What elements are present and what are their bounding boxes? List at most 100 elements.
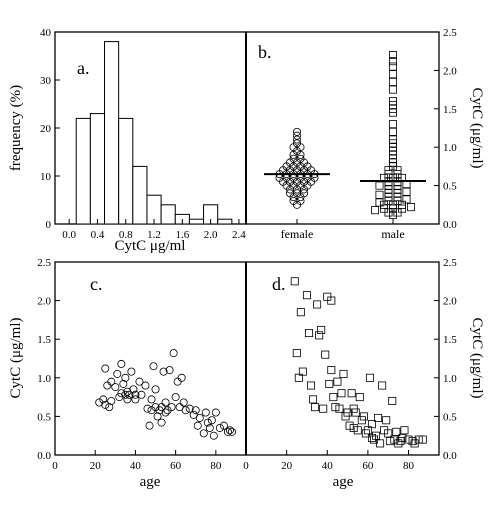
scatter-point xyxy=(290,277,299,286)
x-tick-label: 0 xyxy=(52,460,58,472)
scatter-point xyxy=(135,377,144,386)
male-point xyxy=(388,62,397,71)
scatter-point xyxy=(418,435,427,444)
scatter-point xyxy=(317,325,326,334)
male-point xyxy=(388,120,397,129)
scatter-point xyxy=(219,421,228,430)
scatter-point xyxy=(345,421,354,430)
y-tick-label: 0.0 xyxy=(443,219,457,231)
histogram-bar xyxy=(160,204,176,225)
y-tick-label: 1.0 xyxy=(443,373,457,385)
panel-b-y-axis-title: CytC (μg/ml) xyxy=(469,88,485,169)
x-tick-label: 0.4 xyxy=(91,229,105,241)
y-tick-label: 2.0 xyxy=(443,296,457,308)
scatter-point xyxy=(147,406,156,415)
female-point xyxy=(292,127,301,136)
scatter-point xyxy=(179,398,188,407)
histogram-bar xyxy=(217,218,233,225)
x-tick-label: 0 xyxy=(243,460,249,472)
scatter-point xyxy=(380,426,389,435)
female-point xyxy=(296,154,305,163)
scatter-point xyxy=(105,403,114,412)
y-tick-label: 30 xyxy=(40,75,52,87)
y-tick-label: 20 xyxy=(40,123,52,135)
scatter-point xyxy=(382,416,391,425)
scatter-point xyxy=(333,377,342,386)
male-point xyxy=(388,77,397,86)
y-tick-label: 2.5 xyxy=(443,27,457,39)
x-tick-label: 20 xyxy=(281,460,293,472)
male-point xyxy=(406,203,415,212)
male-point xyxy=(388,85,397,94)
x-tick-label: 0.0 xyxy=(62,229,76,241)
panel-c-plot: 0 20 40 60 80 0.0 0.5 1.0 1.5 2.0 2.5 xyxy=(37,257,236,472)
scatter-point xyxy=(143,404,152,413)
y-tick-label: 0.5 xyxy=(443,181,457,193)
scatter-point xyxy=(131,390,140,399)
scatter-point xyxy=(298,367,307,376)
scatter-point xyxy=(227,427,236,436)
scatter-point xyxy=(353,426,362,435)
histogram-bar xyxy=(118,117,134,225)
scatter-point xyxy=(384,429,393,438)
scatter-point xyxy=(153,412,162,421)
y-tick-label: 10 xyxy=(40,171,52,183)
scatter-point xyxy=(414,435,423,444)
panel-c-x-axis-title: age xyxy=(140,474,161,490)
scatter-point xyxy=(329,393,338,402)
histogram-bar xyxy=(104,41,120,225)
scatter-point xyxy=(327,296,336,305)
scatter-point xyxy=(101,364,110,373)
x-tick-label: 2.0 xyxy=(204,229,218,241)
scatter-point xyxy=(149,362,158,371)
male-point xyxy=(388,135,397,144)
x-tick-label: 60 xyxy=(362,460,374,472)
x-tick-label: 40 xyxy=(130,460,142,472)
y-tick-label: 0.5 xyxy=(37,411,51,423)
scatter-point xyxy=(374,413,383,422)
scatter-point xyxy=(355,393,364,402)
scatter-point xyxy=(351,408,360,417)
panel-c-frame xyxy=(54,261,247,456)
scatter-point xyxy=(115,393,124,402)
histogram-bar xyxy=(132,165,148,225)
scatter-point xyxy=(296,308,305,317)
scatter-point xyxy=(99,395,108,404)
scatter-point xyxy=(223,427,232,436)
panel-a-plot: 0.0 0.4 0.8 1.2 1.6 2.0 2.4 0 10 20 30 40 xyxy=(40,27,246,241)
scatter-point xyxy=(137,390,146,399)
scatter-point xyxy=(127,367,136,376)
male-point xyxy=(388,70,397,79)
scatter-point xyxy=(117,389,126,398)
scatter-point xyxy=(159,367,168,376)
y-tick-label: 0.0 xyxy=(37,450,51,462)
scatter-point xyxy=(193,421,202,430)
category-label: male xyxy=(381,227,404,241)
scatter-point xyxy=(365,373,374,382)
scatter-point xyxy=(129,385,138,394)
category-label: female xyxy=(281,227,314,241)
male-point xyxy=(388,127,397,136)
scatter-point xyxy=(101,400,110,409)
scatter-point xyxy=(207,416,216,425)
scatter-point xyxy=(396,437,405,446)
panel-c-y-axis-title: CytC (μg/ml) xyxy=(8,318,24,399)
scatter-point xyxy=(141,381,150,390)
scatter-point xyxy=(209,431,218,440)
male-point xyxy=(375,198,384,207)
scatter-point xyxy=(325,379,334,388)
male-point xyxy=(388,97,397,106)
x-tick-label: 40 xyxy=(322,460,334,472)
y-tick-label: 1.0 xyxy=(443,142,457,154)
y-tick-label: 40 xyxy=(40,27,52,39)
scatter-point xyxy=(95,398,104,407)
female-point xyxy=(292,139,301,148)
scatter-point xyxy=(311,403,320,412)
y-tick-label: 2.0 xyxy=(37,296,51,308)
scatter-point xyxy=(119,379,128,388)
scatter-point xyxy=(339,369,348,378)
scatter-point xyxy=(111,383,120,392)
scatter-point xyxy=(313,300,322,309)
scatter-point xyxy=(367,420,376,429)
